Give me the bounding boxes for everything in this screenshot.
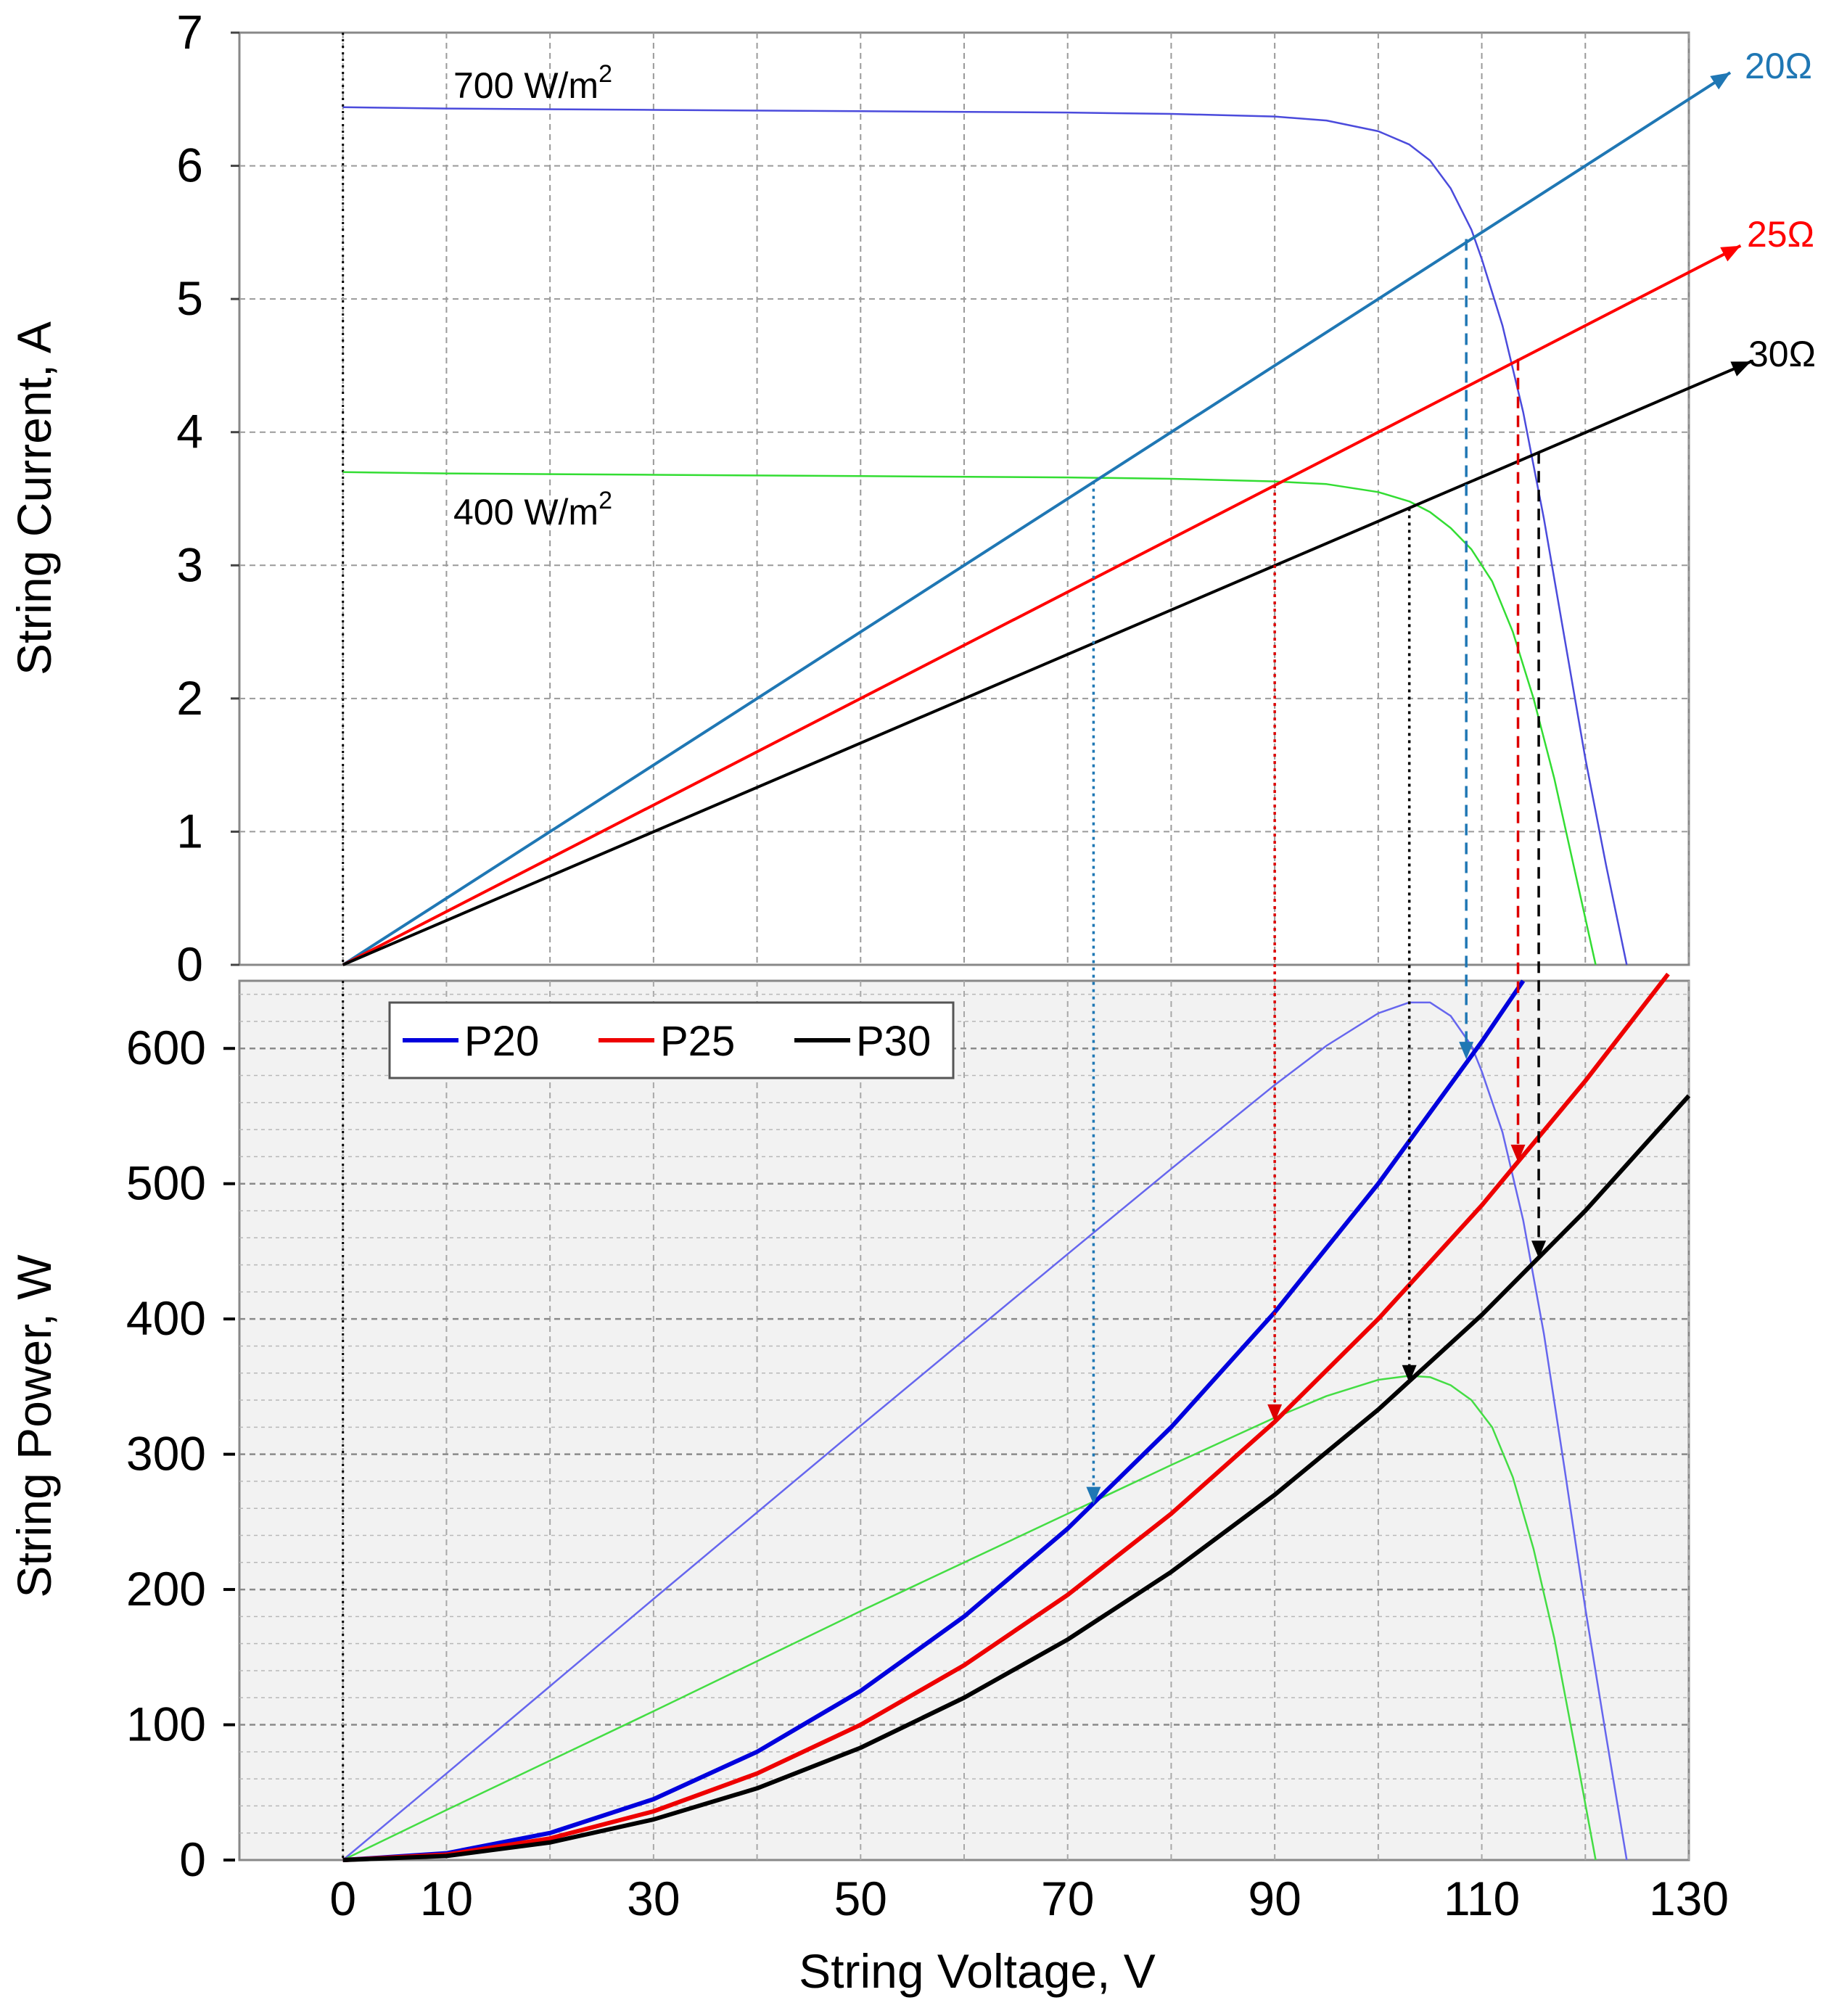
x-ticks: 0 10 30 50 70 90 110 130: [329, 1872, 1729, 1925]
legend: P20 P25 P30: [388, 1001, 955, 1079]
top-y-tick-label: 6: [176, 139, 203, 192]
drop-line-arrowhead-0: [1086, 1486, 1101, 1505]
bottom-gridlines: [239, 981, 1690, 1860]
iv-curve-400: [342, 471, 1597, 966]
p30-curve: [342, 1094, 1691, 1862]
x-axis-title: String Voltage, V: [799, 1944, 1156, 1998]
top-y-tick-label: 3: [176, 538, 203, 591]
bottom-y-tick-label: 100: [126, 1698, 206, 1751]
x-tick-label: 110: [1444, 1872, 1520, 1925]
load-line-25ohm-arrowhead: [1720, 245, 1741, 262]
p20-curve: [342, 979, 1526, 1862]
bottom-y-tick-label: 500: [126, 1156, 206, 1210]
top-y-tick-label: 0: [176, 937, 203, 991]
operating-point-drop-lines: [1086, 239, 1547, 1505]
x-tick-label: 50: [834, 1872, 887, 1925]
x-tick-label: 10: [420, 1872, 473, 1925]
top-gridlines: [239, 33, 1690, 965]
bottom-y-tick-label: 400: [126, 1291, 206, 1345]
legend-label-p25: P25: [660, 1018, 735, 1065]
irradiance-700-label: 700 W/m2: [453, 60, 612, 106]
bottom-y-tick-label: 300: [126, 1427, 206, 1481]
series-layer: [342, 71, 1752, 1862]
x-tick-label: 30: [627, 1872, 680, 1925]
top-y-tick-label: 1: [176, 804, 203, 857]
bottom-y-tick-label: 0: [179, 1832, 206, 1886]
load-line-30ohm: [342, 360, 1752, 966]
bottom-y-tick-label: 200: [126, 1562, 206, 1616]
iv-curve-700: [342, 106, 1628, 966]
load-30-label: 30Ω: [1748, 334, 1816, 374]
drop-line-arrowhead-1: [1267, 1404, 1283, 1422]
power-curve-700: [342, 1001, 1628, 1861]
load-20-label: 20Ω: [1745, 46, 1812, 86]
bottom-y-axis-title: String Power, W: [7, 1254, 61, 1598]
top-y-tick-label: 2: [176, 671, 203, 725]
drop-line-arrowhead-2: [1402, 1365, 1417, 1383]
top-y-tick-label: 7: [176, 5, 203, 59]
p25-curve: [342, 972, 1670, 1862]
x-tick-label: 70: [1041, 1872, 1094, 1925]
legend-label-p20: P20: [464, 1018, 539, 1065]
legend-box: [388, 1001, 955, 1079]
top-y-tick-label: 4: [176, 405, 203, 458]
load-25-label: 25Ω: [1747, 214, 1814, 255]
load-line-20ohm-arrowhead: [1710, 73, 1731, 90]
x-tick-label: 130: [1649, 1872, 1729, 1925]
bottom-y-tick-label: 600: [126, 1021, 206, 1074]
legend-label-p30: P30: [856, 1018, 931, 1065]
drop-line-arrowhead-4: [1510, 1144, 1526, 1162]
top-y-axis-title: String Current, A: [7, 321, 61, 675]
load-line-30ohm-arrowhead: [1730, 361, 1751, 377]
top-y-ticks: 0 1 2 3 4 5 6 7: [176, 5, 239, 991]
top-y-tick-label: 5: [176, 271, 203, 325]
x-tick-label: 0: [329, 1872, 356, 1925]
load-line-20ohm: [342, 71, 1732, 966]
drop-line-arrowhead-5: [1531, 1241, 1547, 1259]
load-line-25ohm: [342, 244, 1742, 966]
x-tick-label: 90: [1248, 1872, 1301, 1925]
bottom-y-ticks: 0 100 200 300 400 500 600: [126, 1021, 235, 1886]
irradiance-400-label: 400 W/m2: [453, 487, 612, 532]
drop-line-arrowhead-3: [1459, 1042, 1474, 1060]
